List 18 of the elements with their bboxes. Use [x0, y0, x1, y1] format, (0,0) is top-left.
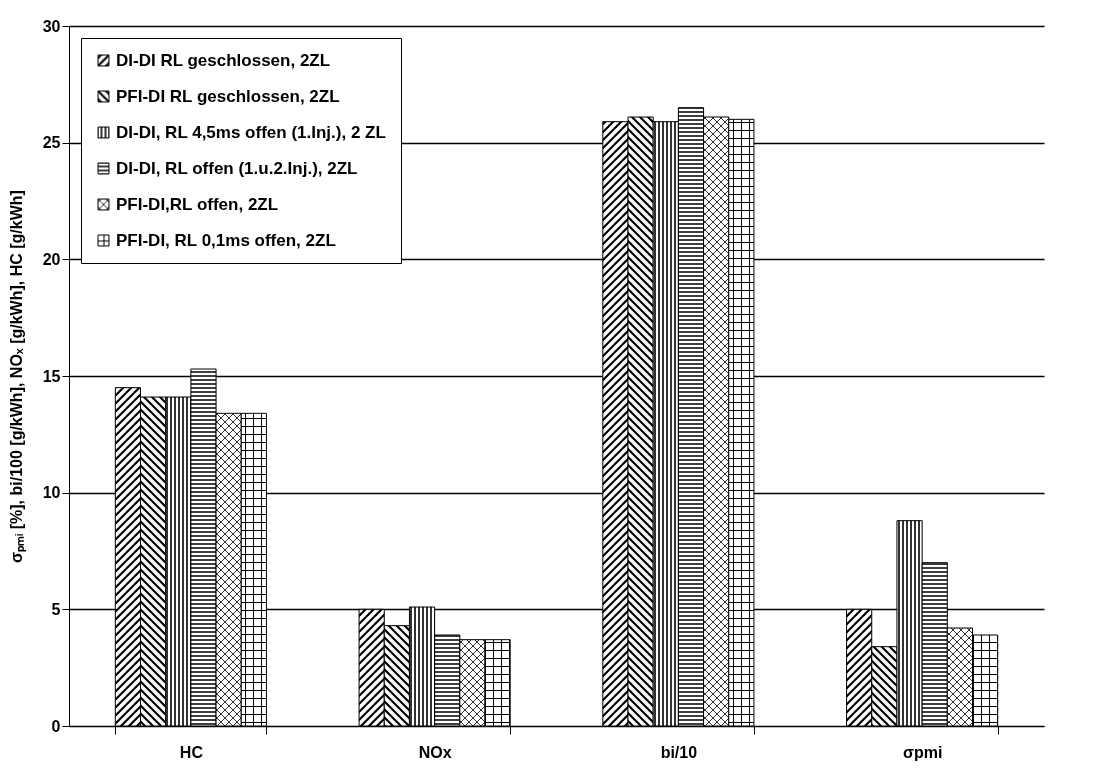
y-tick-label: 5 [51, 600, 61, 618]
y-tick-label: 0 [51, 717, 61, 735]
legend-label: DI-DI, RL offen (1.u.2.Inj.), 2ZL [116, 158, 358, 178]
legend-label: PFI-DI, RL 0,1ms offen, 2ZL [116, 230, 336, 250]
y-tick-label: 30 [42, 17, 61, 35]
y-axis-title: σₚₘᵢ [%], bi/100 [g/kWh], NOₓ [g/kWh], HC [g/kWh] [7, 190, 27, 563]
x-tick-label: bi/10 [660, 743, 698, 761]
legend-label: PFI-DI,RL offen, 2ZL [116, 194, 279, 214]
y-tick-label: 15 [42, 367, 61, 385]
legend-label: DI-DI, RL 4,5ms offen (1.Inj.), 2 ZL [116, 122, 386, 142]
x-tick-label: σpmi [902, 743, 943, 761]
y-tick-label: 25 [42, 134, 61, 152]
x-tick-label: HC [179, 743, 204, 761]
y-tick-label: 20 [42, 250, 61, 268]
x-tick-label: NOx [418, 743, 452, 761]
legend-label: DI-DI RL geschlossen, 2ZL [116, 50, 331, 70]
legend-label: PFI-DI RL geschlossen, 2ZL [116, 86, 340, 106]
y-tick-label: 10 [42, 484, 61, 502]
